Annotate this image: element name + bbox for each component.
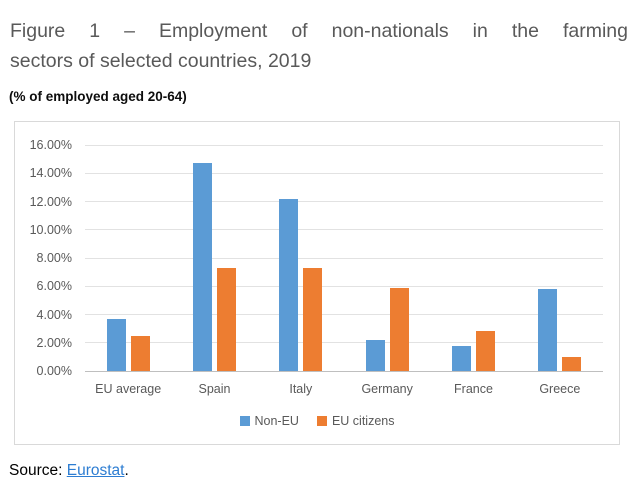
figure-title-line2: sectors of selected countries, 2019 — [10, 50, 312, 72]
bar-non-eu-eu-average — [106, 318, 126, 371]
source-link-eurostat[interactable]: Eurostat — [66, 462, 125, 479]
bar-eu-citizens-spain — [217, 267, 236, 371]
y-axis-tick-label: 6.00% — [36, 279, 72, 294]
bar-eu-citizens-greece — [562, 356, 582, 371]
legend-label-eu-citizens: EU citizens — [331, 414, 395, 428]
legend-swatch-eu-citizens — [316, 416, 327, 426]
y-axis-tick-label: 0.00% — [36, 364, 72, 378]
x-axis-category-label: Greece — [539, 382, 581, 396]
gridline — [85, 342, 603, 344]
y-axis-tick-label: 2.00% — [36, 335, 72, 350]
bar-eu-citizens-germany — [389, 287, 409, 371]
chart-legend: Non-EU EU citizens — [15, 414, 619, 428]
x-axis-category-label: Germany — [361, 382, 413, 396]
y-axis-tick-label: 4.00% — [36, 307, 72, 322]
y-axis-tick-label: 14.00% — [29, 166, 72, 181]
gridline — [85, 144, 603, 146]
plot-area: 0.00% 2.00% 4.00% 6.00% 8.00% 10.00% 12.00% 14.… — [15, 122, 619, 444]
gridline — [85, 172, 603, 174]
y-axis-tick-label: 12.00% — [29, 194, 72, 209]
legend-item-eu-citizens: EU citizens — [316, 414, 395, 428]
source-line: Source: Eurostat. — [9, 462, 129, 480]
bar-eu-citizens-france — [476, 331, 495, 371]
gridline — [85, 314, 603, 315]
x-axis-category-label: France — [454, 382, 493, 396]
bar-eu-citizens-eu-average — [130, 335, 150, 371]
figure-title-line1: Figure 1 – Employment of non-nationals i… — [10, 20, 628, 42]
bar-non-eu-spain — [193, 163, 212, 371]
y-axis-tick-label: 10.00% — [29, 222, 72, 237]
figure-title: Figure 1 – Employment of non-nationals i… — [10, 16, 628, 76]
y-axis-tick-label: 8.00% — [36, 251, 72, 265]
source-label: Source: — [9, 462, 67, 479]
y-axis-tick-label: 16.00% — [29, 138, 72, 152]
gridline — [85, 229, 603, 231]
bar-eu-citizens-italy — [303, 267, 323, 371]
legend-label-non-eu: Non-EU — [254, 414, 299, 428]
bar-non-eu-italy — [279, 198, 299, 371]
legend-swatch-non-eu — [239, 416, 250, 426]
x-axis-category-label: Spain — [198, 382, 231, 396]
figure-subtitle: (% of employed aged 20-64) — [9, 89, 187, 104]
x-axis-category-label: EU average — [95, 382, 162, 396]
bar-non-eu-greece — [538, 289, 558, 371]
gridline — [85, 257, 603, 259]
bar-non-eu-germany — [365, 339, 385, 371]
legend-item-non-eu: Non-EU — [239, 414, 299, 428]
x-axis-category-label: Italy — [289, 382, 313, 396]
x-axis-line — [85, 370, 603, 372]
source-suffix: . — [124, 462, 129, 479]
bar-non-eu-france — [452, 345, 471, 371]
gridline — [85, 285, 603, 287]
gridline — [85, 201, 603, 202]
chart-frame: 0.00% 2.00% 4.00% 6.00% 8.00% 10.00% 12.00% 14.… — [14, 121, 620, 445]
